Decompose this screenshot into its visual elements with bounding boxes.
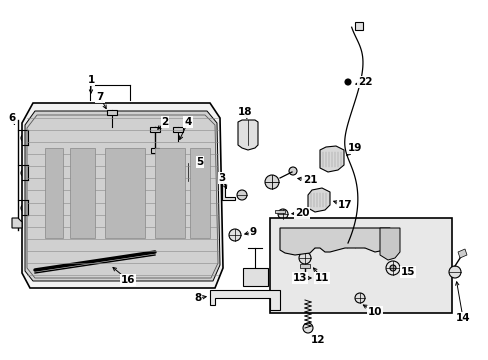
Text: 13: 13 (292, 273, 306, 283)
Circle shape (317, 276, 321, 280)
Circle shape (21, 134, 29, 142)
Polygon shape (209, 290, 280, 310)
Circle shape (171, 141, 184, 155)
Text: 21: 21 (302, 175, 317, 185)
Polygon shape (107, 110, 117, 115)
Bar (70, 148, 95, 238)
Circle shape (448, 266, 460, 278)
Text: 8: 8 (194, 293, 201, 303)
Polygon shape (150, 127, 160, 132)
Bar (269, 218, 451, 313)
Polygon shape (457, 249, 466, 258)
Bar (45, 148, 63, 238)
Text: 6: 6 (8, 113, 16, 123)
Text: 18: 18 (237, 107, 252, 117)
Circle shape (354, 293, 364, 303)
Circle shape (298, 252, 310, 264)
Text: 12: 12 (310, 335, 325, 345)
Text: 5: 5 (196, 157, 203, 167)
Polygon shape (12, 218, 22, 228)
Circle shape (385, 261, 399, 275)
Text: 7: 7 (96, 92, 103, 102)
Polygon shape (319, 146, 343, 172)
Circle shape (108, 114, 116, 122)
Polygon shape (280, 228, 389, 255)
Circle shape (21, 169, 29, 177)
Text: 11: 11 (314, 273, 328, 283)
Polygon shape (238, 120, 258, 150)
Polygon shape (22, 103, 223, 288)
Bar (105, 148, 145, 238)
Polygon shape (379, 228, 399, 260)
Text: 16: 16 (121, 275, 135, 285)
Circle shape (288, 167, 296, 175)
Circle shape (389, 265, 395, 271)
Circle shape (314, 273, 325, 283)
Bar (354, 22, 362, 30)
Text: 15: 15 (400, 267, 414, 277)
Bar (190, 148, 209, 238)
Polygon shape (151, 148, 159, 153)
Text: 3: 3 (218, 173, 225, 183)
Text: 2: 2 (161, 117, 168, 127)
Text: 10: 10 (367, 307, 382, 317)
Bar (155, 148, 184, 238)
Text: 17: 17 (337, 200, 351, 210)
Polygon shape (173, 127, 183, 132)
Circle shape (228, 229, 241, 241)
Text: 4: 4 (184, 117, 191, 127)
Circle shape (237, 190, 246, 200)
Circle shape (345, 79, 350, 85)
Text: 20: 20 (294, 208, 308, 218)
Polygon shape (307, 188, 329, 212)
Text: 22: 22 (357, 77, 371, 87)
Text: 19: 19 (347, 143, 362, 153)
Polygon shape (274, 210, 285, 213)
Text: 14: 14 (455, 313, 469, 323)
Circle shape (179, 163, 197, 181)
Circle shape (104, 110, 120, 126)
Polygon shape (25, 111, 220, 281)
Text: 1: 1 (87, 75, 95, 85)
Circle shape (264, 175, 279, 189)
Circle shape (21, 204, 29, 212)
Bar (243, 268, 267, 286)
Polygon shape (299, 264, 309, 268)
Polygon shape (222, 183, 235, 200)
Circle shape (278, 209, 287, 219)
Circle shape (303, 323, 312, 333)
Text: 9: 9 (249, 227, 256, 237)
